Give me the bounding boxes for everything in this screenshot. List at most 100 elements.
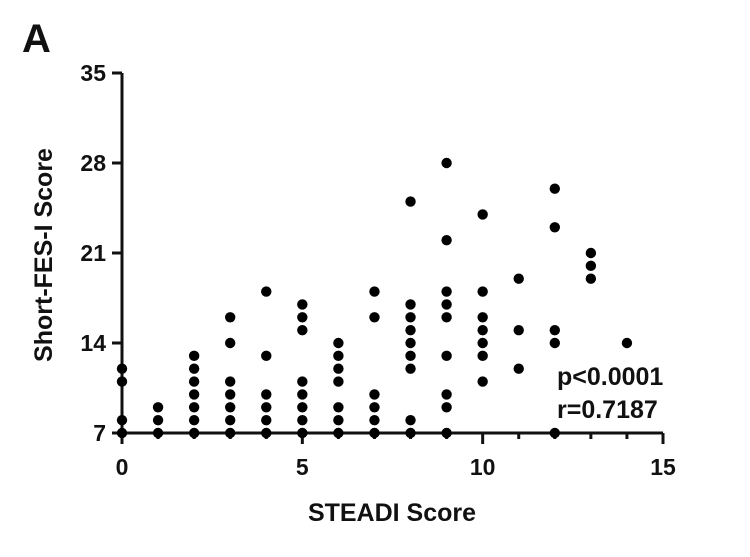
data-point: [333, 337, 344, 349]
x-axis-title: STEADI Score: [308, 499, 476, 527]
data-point: [585, 273, 597, 284]
y-tick-label: 14: [80, 330, 106, 356]
data-point: [405, 324, 416, 336]
data-point: [297, 312, 308, 323]
data-point: [405, 196, 416, 207]
data-point: [369, 389, 380, 400]
data-point: [261, 389, 272, 400]
data-point: [297, 427, 308, 439]
data-points: [116, 157, 633, 439]
data-point: [549, 337, 560, 349]
data-point: [441, 427, 452, 439]
data-point: [188, 376, 200, 387]
data-point: [441, 350, 452, 362]
data-point: [441, 389, 452, 400]
data-point: [405, 350, 416, 362]
data-point: [513, 273, 524, 284]
data-point: [225, 337, 236, 349]
data-point: [513, 324, 524, 336]
data-point: [297, 402, 308, 413]
data-point: [225, 376, 236, 387]
data-point: [297, 389, 308, 400]
data-point: [188, 389, 200, 400]
data-point: [333, 363, 344, 374]
data-point: [441, 402, 452, 413]
y-tick-label: 7: [93, 420, 106, 446]
data-point: [369, 286, 380, 297]
data-point: [585, 260, 597, 272]
data-point: [188, 402, 200, 413]
data-point: [477, 312, 488, 323]
data-point: [333, 427, 344, 439]
data-point: [297, 414, 308, 426]
data-point: [549, 222, 560, 233]
data-point: [549, 427, 560, 439]
x-tick-label: 15: [650, 454, 676, 480]
y-tick-label: 35: [80, 60, 106, 86]
data-point: [405, 312, 416, 323]
data-point: [116, 427, 128, 439]
data-point: [369, 312, 380, 323]
data-point: [441, 234, 452, 246]
data-point: [116, 376, 128, 387]
data-point: [297, 376, 308, 387]
y-axis: 7 14 21 28 35: [80, 60, 124, 446]
data-point: [225, 414, 236, 426]
p-value-annotation: p<0.0001: [557, 363, 663, 391]
data-point: [369, 402, 380, 413]
data-point: [261, 414, 272, 426]
data-point: [477, 350, 488, 362]
data-point: [188, 363, 200, 374]
data-point: [225, 389, 236, 400]
panel-label: A: [22, 17, 51, 61]
data-point: [152, 402, 164, 413]
data-point: [549, 324, 560, 336]
data-point: [333, 402, 344, 413]
data-point: [477, 209, 488, 220]
data-point: [441, 299, 452, 310]
data-point: [225, 427, 236, 439]
x-tick-label: 0: [116, 454, 129, 480]
y-axis-title: Short-FES-I Score: [30, 148, 58, 362]
data-point: [188, 414, 200, 426]
data-point: [477, 337, 488, 349]
data-point: [152, 414, 164, 426]
x-tick-label: 10: [470, 454, 496, 480]
data-point: [188, 427, 200, 439]
data-point: [621, 337, 633, 349]
data-point: [333, 350, 344, 362]
data-point: [405, 427, 416, 439]
data-point: [369, 427, 380, 439]
data-point: [441, 312, 452, 323]
data-point: [333, 376, 344, 387]
data-point: [477, 324, 488, 336]
data-point: [369, 414, 380, 426]
data-point: [261, 402, 272, 413]
data-point: [225, 402, 236, 413]
data-point: [405, 299, 416, 310]
x-axis: 0 5 10 15: [116, 431, 676, 480]
data-point: [441, 286, 452, 297]
data-point: [261, 427, 272, 439]
data-point: [405, 337, 416, 349]
data-point: [477, 286, 488, 297]
data-point: [405, 414, 416, 426]
data-point: [261, 286, 272, 297]
data-point: [116, 363, 128, 374]
data-point: [188, 350, 200, 362]
x-tick-label: 5: [296, 454, 309, 480]
data-point: [333, 414, 344, 426]
data-point: [225, 312, 236, 323]
data-point: [405, 363, 416, 374]
data-point: [549, 183, 560, 194]
data-point: [116, 414, 128, 426]
data-point: [297, 299, 308, 310]
data-point: [441, 157, 452, 169]
data-point: [513, 363, 524, 374]
data-point: [477, 376, 488, 387]
y-tick-label: 21: [80, 240, 106, 266]
r-value-annotation: r=0.7187: [557, 396, 658, 424]
data-point: [585, 247, 597, 259]
data-point: [261, 350, 272, 362]
